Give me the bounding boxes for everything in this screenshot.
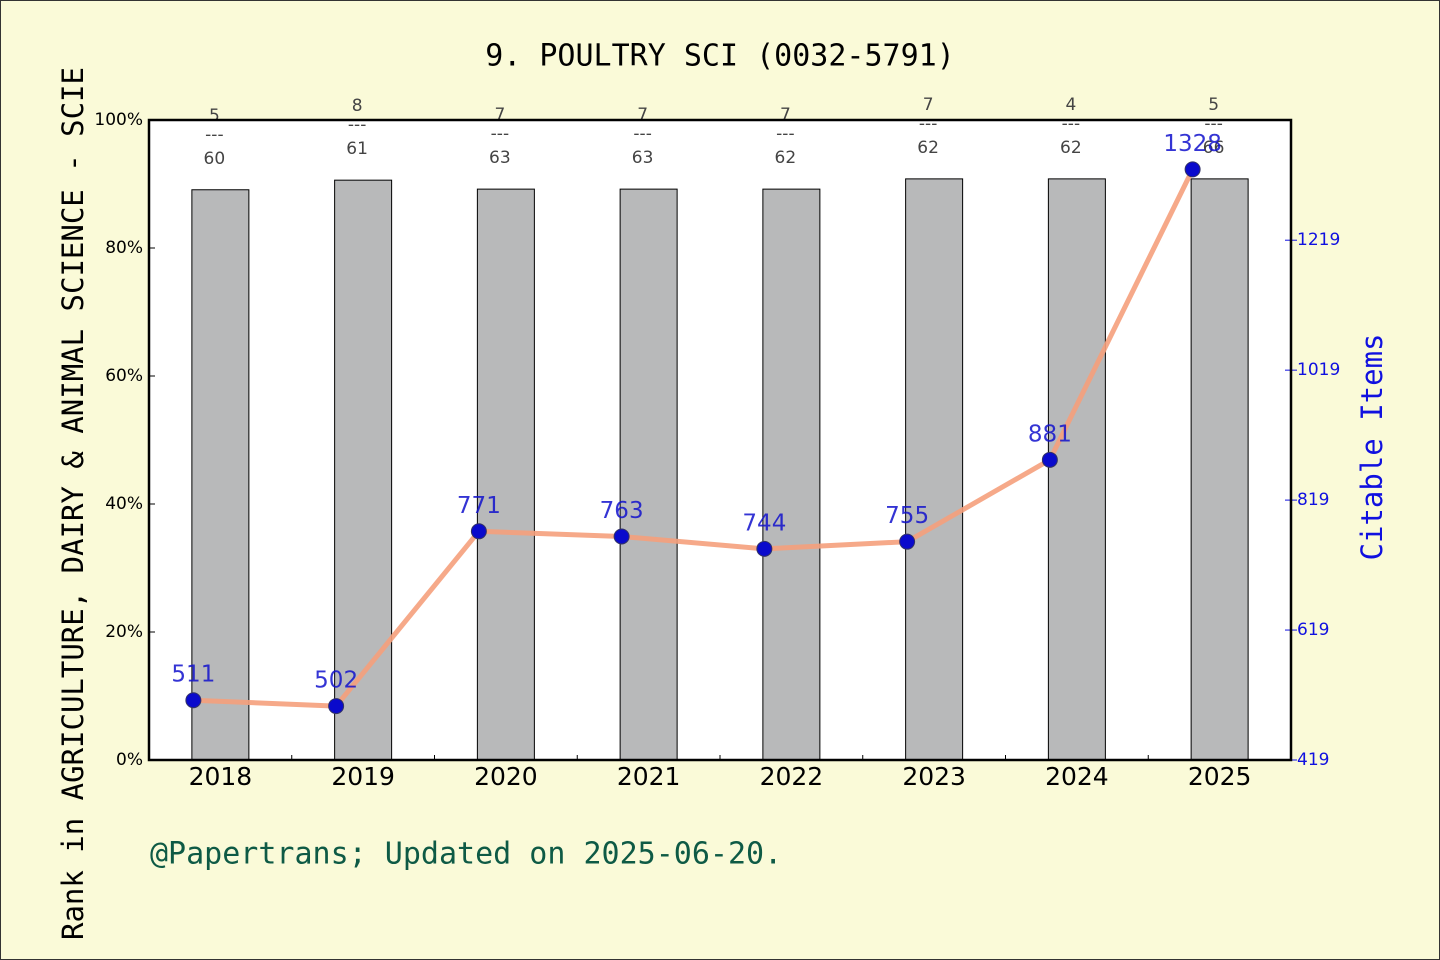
y-tick-label: 100% (94, 110, 143, 130)
line-marker (899, 533, 916, 550)
bar (476, 188, 535, 761)
line-marker (613, 528, 630, 545)
data-label: 502 (314, 668, 358, 694)
rank-label: 5 (1208, 95, 1219, 115)
data-label: 763 (600, 498, 644, 524)
rank-separator: --- (205, 125, 223, 145)
total-label: 61 (346, 139, 368, 159)
total-label: 60 (204, 149, 226, 169)
y-tick-label: 20% (105, 622, 143, 642)
total-label: 62 (775, 148, 797, 168)
bar (619, 188, 678, 761)
bar (334, 179, 393, 761)
bar (762, 188, 821, 761)
total-label: 63 (632, 148, 654, 168)
total-label: 66 (1203, 138, 1225, 158)
data-label: 744 (742, 510, 786, 536)
data-label: 511 (171, 662, 215, 688)
rank-label: 7 (494, 105, 505, 125)
data-label: 755 (885, 503, 929, 529)
chart-title: 9. POULTRY SCI (0032-5791) (485, 39, 955, 74)
y-tick-label: 60% (105, 366, 143, 386)
y2-tick-label: 619 (1297, 620, 1329, 640)
line (193, 168, 1195, 709)
rank-label: 7 (923, 95, 934, 115)
total-label: 62 (917, 138, 939, 158)
line-marker (1041, 451, 1058, 468)
bar (905, 178, 964, 761)
rank-separator: --- (633, 124, 651, 144)
bar (191, 189, 250, 761)
bar (1190, 178, 1249, 761)
x-tick-label: 2024 (1045, 762, 1109, 791)
plot-frame (147, 118, 1293, 762)
line-marker (756, 540, 773, 557)
x-tick-label: 2020 (474, 762, 538, 791)
rank-label: 5 (209, 106, 220, 126)
footer-note: @Papertrans; Updated on 2025-06-20. (150, 837, 782, 872)
x-tick-label: 2023 (902, 762, 966, 791)
y2-tick-label: 819 (1297, 490, 1329, 510)
line-marker (470, 523, 487, 540)
line-marker (185, 692, 202, 709)
y-tick-label: 40% (105, 494, 143, 514)
data-label: 771 (457, 493, 501, 519)
data-label: 881 (1028, 421, 1072, 447)
y2-axis-label: Citable Items (1355, 334, 1389, 561)
y-axis-label: Rank in AGRICULTURE, DAIRY & ANIMAL SCIE… (56, 67, 90, 940)
y2-tick-label: 1219 (1297, 230, 1340, 250)
rank-separator: --- (1062, 114, 1080, 134)
rank-label: 7 (637, 105, 648, 125)
rank-separator: --- (919, 114, 937, 134)
bar (1047, 178, 1106, 761)
total-label: 63 (489, 148, 511, 168)
rank-separator: --- (348, 115, 366, 135)
x-tick-label: 2022 (760, 762, 824, 791)
line-marker (1184, 161, 1201, 178)
x-tick-label: 2019 (331, 762, 395, 791)
y-tick-label: 80% (105, 238, 143, 258)
y2-tick-label: 1019 (1297, 360, 1340, 380)
x-tick-label: 2018 (189, 762, 253, 791)
line-marker (328, 698, 345, 715)
total-label: 62 (1060, 138, 1082, 158)
rank-label: 7 (780, 105, 791, 125)
rank-separator: --- (776, 124, 794, 144)
rank-separator: --- (491, 124, 509, 144)
x-tick-label: 2025 (1188, 762, 1252, 791)
rank-label: 8 (352, 96, 363, 116)
plot-area (149, 120, 1291, 760)
rank-label: 4 (1065, 95, 1076, 115)
data-label: 1328 (1163, 131, 1222, 157)
y-tick-label: 0% (116, 750, 143, 770)
x-tick-label: 2021 (617, 762, 681, 791)
y2-tick-label: 419 (1297, 750, 1329, 770)
